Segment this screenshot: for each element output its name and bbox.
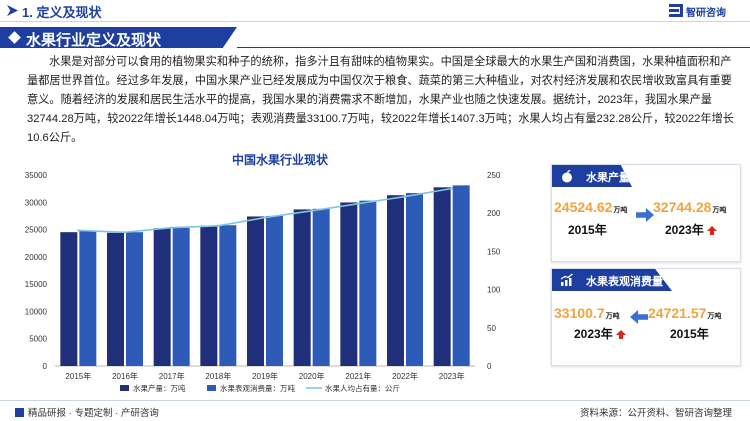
bar-production (387, 195, 404, 366)
legend-label: 水果产量：万吨 (133, 383, 186, 393)
consumption-card-header: 水果表观消费量 (552, 269, 672, 291)
bar-production (60, 232, 78, 366)
y-left-tick-label: 15000 (25, 280, 48, 289)
y-left-tick-label: 35000 (25, 171, 48, 180)
x-tick-label: 2021年 (345, 371, 371, 381)
y-left-tick-label: 0 (43, 362, 48, 371)
consumption-from-value: 33100.7万吨 (554, 305, 620, 321)
footer-tagline-text: 精品研报 · 专题定制 · 产研咨询 (28, 408, 159, 419)
logo-text: 智研咨询 (686, 7, 726, 19)
footer-tagline: 精品研报 · 专题定制 · 产研咨询 (15, 405, 159, 419)
x-tick-label: 2016年 (112, 371, 138, 381)
bar-production (433, 187, 451, 366)
consumption-to-value: 24721.57万吨 (648, 305, 722, 321)
y-right-tick-label: 200 (487, 209, 501, 218)
bar-production (340, 202, 358, 366)
line-point (263, 216, 267, 219)
line-point (403, 195, 407, 198)
intro-paragraph: 水果是对部分可以食用的植物果实和种子的统称，指多汁且有甜味的植物果实。中国是全球… (27, 56, 734, 144)
y-left-tick-label: 30000 (25, 198, 48, 207)
production-card: 水果产量 24524.62万吨 32744.28万吨 2015年 2023年 (551, 164, 741, 262)
bar-production (107, 232, 124, 366)
y-left-tick-label: 20000 (25, 253, 48, 262)
line-point (310, 209, 313, 212)
x-tick-label: 2018年 (205, 371, 231, 381)
bar-consumption (219, 225, 237, 366)
y-left-tick-label: 25000 (25, 226, 48, 235)
diamond-icon (8, 31, 21, 44)
top-divider (0, 21, 750, 22)
production-from-year: 2015年 (568, 223, 607, 237)
bar-consumption (172, 227, 190, 366)
line-point (217, 224, 220, 228)
y-left-tick-label: 10000 (25, 307, 48, 316)
y-right-tick-label: 50 (487, 324, 496, 333)
bar-production (247, 216, 264, 366)
y-left-tick-label: 5000 (29, 335, 47, 344)
line-point (170, 226, 173, 229)
footer-source: 资料来源：公开资料、智研咨询整理 (579, 408, 732, 419)
brand-logo: 智研咨询 (669, 3, 726, 19)
title-banner: 水果行业定义及现状 (0, 27, 237, 48)
production-to-year: 2023年 (665, 221, 717, 238)
page-title: 水果行业定义及现状 (26, 32, 162, 49)
x-tick-label: 2022年 (392, 371, 418, 381)
up-arrow-icon (615, 330, 626, 339)
x-tick-label: 2015年 (65, 371, 91, 381)
chart-title: 中国水果行业现状 (231, 153, 328, 167)
bar-consumption (126, 232, 143, 366)
right-arrow-icon (636, 208, 654, 222)
legend-label: 水果人均占有量：公斤 (325, 383, 400, 393)
up-arrow-icon (706, 226, 717, 235)
growth-chart-icon (560, 273, 573, 286)
line-point (77, 229, 80, 232)
bar-production (200, 225, 218, 366)
left-arrow-icon (630, 310, 648, 324)
x-tick-label: 2017年 (159, 371, 185, 381)
y-right-tick-label: 150 (487, 247, 501, 256)
bar-consumption (312, 208, 330, 366)
y-right-tick-label: 100 (487, 286, 501, 295)
x-tick-label: 2020年 (299, 371, 325, 381)
x-tick-label: 2019年 (252, 371, 278, 381)
x-tick-label: 2023年 (439, 371, 465, 381)
consumption-to-year: 2015年 (670, 327, 709, 341)
top-bar: 1. 定义及现状 智研咨询 (0, 0, 750, 22)
bar-consumption (452, 185, 470, 366)
y-right-tick-label: 0 (487, 362, 492, 371)
production-to-value: 32744.28万吨 (653, 199, 727, 215)
bar-consumption (266, 215, 283, 366)
production-from-value: 24524.62万吨 (554, 199, 628, 215)
bar-consumption (79, 231, 97, 366)
banner-underline (237, 47, 750, 48)
consumption-card-title: 水果表观消费量 (586, 276, 663, 288)
bar-consumption (359, 200, 377, 366)
legend-swatch (120, 385, 129, 391)
section-arrow-icon (7, 5, 18, 16)
consumption-card: 水果表观消费量 33100.7万吨 24721.57万吨 2023年 2015年 (551, 268, 741, 366)
consumption-from-year: 2023年 (574, 325, 626, 342)
bar-production (153, 228, 171, 366)
fruit-industry-chart: 0 5000 10000 15000 20000 25000 30000 35000 0 50 10… (25, 171, 501, 393)
line-point (450, 187, 453, 190)
fruit-icon (562, 170, 572, 183)
line-point (123, 231, 127, 234)
bar-consumption (406, 193, 423, 366)
line-point (357, 202, 360, 205)
legend-swatch (207, 385, 216, 391)
y-right-tick-label: 250 (487, 171, 501, 180)
production-card-title: 水果产量 (586, 172, 630, 184)
footer-logo-icon (15, 408, 24, 417)
zhiyan-logo-icon (669, 4, 683, 18)
legend-label: 水果表观消费量：万吨 (220, 383, 295, 393)
section-title: 1. 定义及现状 (22, 5, 102, 20)
footer-divider (0, 400, 750, 401)
production-card-header: 水果产量 (552, 165, 632, 187)
bar-production (293, 209, 311, 366)
